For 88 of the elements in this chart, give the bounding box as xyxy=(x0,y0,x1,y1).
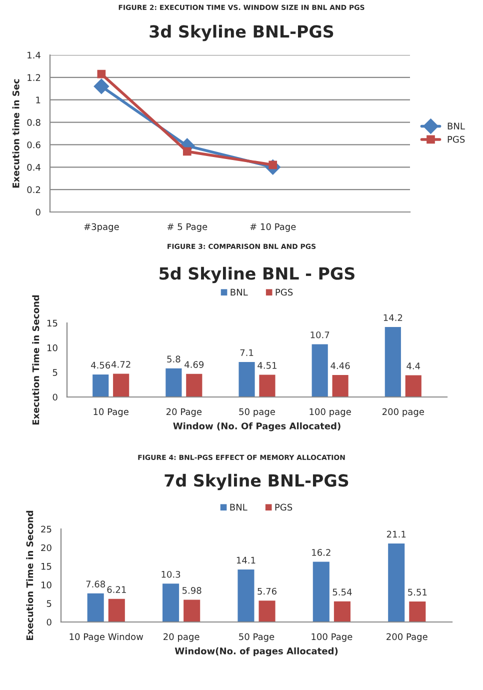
bar xyxy=(384,326,401,397)
x-tick-label: #3page xyxy=(84,223,119,232)
x-tick-label: 50 page xyxy=(239,408,275,417)
x-tick-label: 50 Page xyxy=(239,633,274,642)
x-axis-title: Window(No. of pages Allocated) xyxy=(174,647,338,656)
legend-label: PGS xyxy=(276,288,293,296)
y-tick-label: 1.2 xyxy=(28,74,40,81)
data-label: 4.56 xyxy=(91,362,110,369)
y-tick-label: 0 xyxy=(46,618,52,626)
chart-title: 3d Skyline BNL-PGS xyxy=(150,24,334,42)
bar xyxy=(166,368,182,397)
data-label: 5.76 xyxy=(258,588,277,595)
y-tick-label: 1 xyxy=(36,96,40,104)
y-axis-title: Execution Time in Second xyxy=(32,295,40,425)
data-label: 14.2 xyxy=(384,314,402,321)
bar xyxy=(186,374,202,397)
bar xyxy=(258,600,276,622)
data-label: 16.2 xyxy=(312,548,330,556)
y-tick-label: 15 xyxy=(41,563,52,570)
x-tick-label: # 10 Page xyxy=(250,223,296,232)
x-tick-label: 100 page xyxy=(310,408,351,417)
bar xyxy=(238,570,254,622)
x-tick-label: 100 Page xyxy=(312,633,352,642)
data-label: 10.3 xyxy=(162,570,180,578)
y-tick-label: 20 xyxy=(41,544,52,552)
bar xyxy=(312,562,330,622)
y-tick-label: 15 xyxy=(47,320,58,327)
legend-label: PGS xyxy=(448,136,465,143)
x-axis-title: Window (No. Of Pages Allocated) xyxy=(173,422,340,432)
bar xyxy=(108,598,125,622)
point xyxy=(97,70,106,78)
point xyxy=(182,147,192,156)
y-tick-label: 0.4 xyxy=(27,164,40,171)
bar xyxy=(113,374,130,397)
data-label: 7.1 xyxy=(240,349,254,356)
y-tick-label: 10 xyxy=(41,582,52,588)
bar xyxy=(405,375,422,397)
bar xyxy=(162,584,180,622)
data-label: 7.68 xyxy=(86,580,106,588)
data-label: 4.51 xyxy=(258,362,276,369)
y-tick-label: 10 xyxy=(47,344,58,352)
y-tick-label: 0.8 xyxy=(27,119,40,126)
data-label: 4.46 xyxy=(330,362,350,370)
y-tick-label: 0.2 xyxy=(27,186,40,194)
y-tick-label: 0 xyxy=(52,394,58,401)
y-tick-label: 1.4 xyxy=(28,52,40,58)
bar xyxy=(259,374,276,397)
data-label: 4.72 xyxy=(111,360,130,368)
x-tick-label: 200 Page xyxy=(386,633,428,642)
y-tick-label: 5 xyxy=(46,600,52,607)
bar xyxy=(92,374,109,397)
data-label: 5.8 xyxy=(167,356,180,362)
x-tick-label: 200 page xyxy=(382,408,424,417)
x-tick-label: 10 Page xyxy=(94,408,128,417)
y-axis-title: Execution Time in Second xyxy=(26,510,34,640)
data-label: 14.1 xyxy=(236,556,256,564)
data-label: 5.98 xyxy=(182,587,202,594)
bar xyxy=(388,544,405,622)
bar xyxy=(312,344,328,397)
bar xyxy=(87,593,104,622)
chart-title: 7d Skyline BNL-PGS xyxy=(164,474,348,490)
point xyxy=(94,78,109,94)
y-tick-label: 25 xyxy=(41,526,52,533)
legend-label: PGS xyxy=(275,504,292,511)
data-label: 5.51 xyxy=(408,588,427,596)
y-tick-label: 0.6 xyxy=(27,141,40,148)
legend-label: BNL xyxy=(230,288,248,296)
x-tick-label: 20 page xyxy=(164,633,200,642)
data-label: 21.1 xyxy=(386,530,406,538)
y-tick-label: 5 xyxy=(52,369,58,376)
data-label: 4.69 xyxy=(184,361,204,368)
bar xyxy=(238,362,255,397)
x-tick-label: # 5 Page xyxy=(167,223,208,232)
bar xyxy=(334,601,350,622)
legend-label: BNL xyxy=(448,122,465,130)
y-axis-title: Execution time in Sec xyxy=(12,79,20,188)
chart-title: 5d Skyline BNL - PGS xyxy=(160,266,354,284)
bar xyxy=(409,602,426,622)
bar xyxy=(184,600,200,622)
x-tick-label: 10 Page Window xyxy=(70,633,144,642)
data-label: 10.7 xyxy=(310,331,330,338)
data-label: 6.21 xyxy=(107,586,126,593)
bar xyxy=(332,374,348,397)
data-label: 5.54 xyxy=(332,588,352,596)
data-label: 4.4 xyxy=(406,362,420,370)
x-tick-label: 20 Page xyxy=(166,408,202,417)
y-tick-label: 0 xyxy=(36,208,40,216)
legend-label: BNL xyxy=(230,504,248,510)
